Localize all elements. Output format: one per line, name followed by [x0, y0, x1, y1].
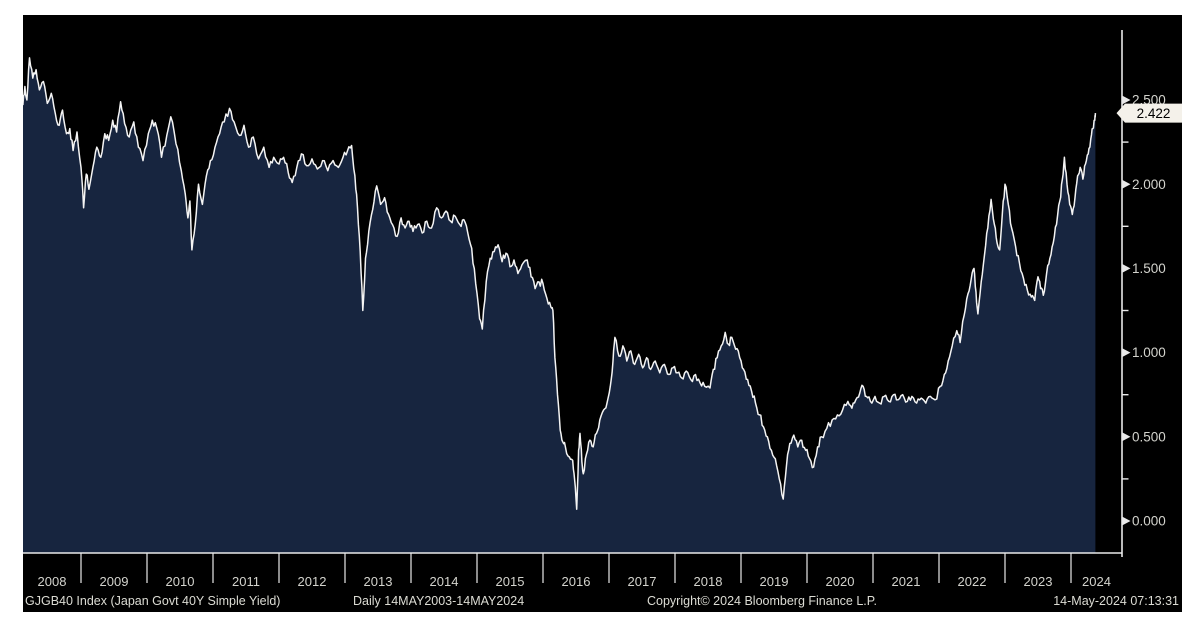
x-axis-label: 2011 — [232, 574, 260, 589]
period-range: Daily 14MAY2003-14MAY2024 — [353, 594, 525, 608]
x-axis-label: 2010 — [166, 574, 195, 589]
yield-chart[interactable]: 2008 2009 2010 2011 2012 2013 2014 2015 2016 2017… — [23, 15, 1182, 612]
timestamp: 14-May-2024 07:13:31 — [1053, 594, 1179, 608]
x-axis-label: 2016 — [562, 574, 591, 589]
x-axis-label: 2014 — [430, 574, 459, 589]
y-tick-arrow — [1122, 263, 1131, 273]
status-bar: GJGB40 Index (Japan Govt 40Y Simple Yiel… — [25, 593, 1179, 610]
y-axis-label: 0.000 — [1132, 514, 1166, 529]
x-axis-label: 2024 — [1082, 574, 1111, 589]
yield-area — [23, 57, 1096, 553]
y-axis-label: 1.000 — [1132, 345, 1166, 360]
x-axis-label: 2017 — [628, 574, 657, 589]
yield-line — [23, 57, 1097, 510]
x-axis-label: 2020 — [826, 574, 855, 589]
chart-panel: 2008 2009 2010 2011 2012 2013 2014 2015 2016 2017… — [23, 15, 1182, 612]
y-axis-label: 0.500 — [1132, 429, 1166, 444]
copyright-text: Copyright© 2024 Bloomberg Finance L.P. — [647, 594, 877, 608]
y-tick-arrow — [1122, 179, 1131, 189]
x-axis-label: 2008 — [38, 574, 67, 589]
x-axis-label: 2009 — [100, 574, 129, 589]
x-axis-label: 2013 — [364, 574, 393, 589]
y-tick-arrow — [1122, 516, 1131, 526]
y-tick-arrow — [1122, 95, 1131, 105]
y-axis-label: 2.000 — [1132, 177, 1166, 192]
x-axis-label: 2021 — [892, 574, 921, 589]
badge-pointer — [1116, 103, 1125, 123]
x-axis-label: 2019 — [760, 574, 789, 589]
y-tick-arrow — [1122, 432, 1131, 442]
x-axis-label: 2018 — [694, 574, 723, 589]
badge-box — [1125, 103, 1182, 123]
y-axis-label: 1.500 — [1132, 261, 1166, 276]
x-axis-label: 2012 — [298, 574, 327, 589]
badge-value: 2.422 — [1137, 106, 1171, 121]
x-axis-label: 2015 — [496, 574, 525, 589]
x-axis-label: 2022 — [958, 574, 987, 589]
x-axis-label: 2023 — [1024, 574, 1053, 589]
last-value-badge — [1116, 103, 1182, 123]
y-tick-arrow — [1122, 348, 1131, 358]
security-description: GJGB40 Index (Japan Govt 40Y Simple Yiel… — [25, 594, 281, 608]
